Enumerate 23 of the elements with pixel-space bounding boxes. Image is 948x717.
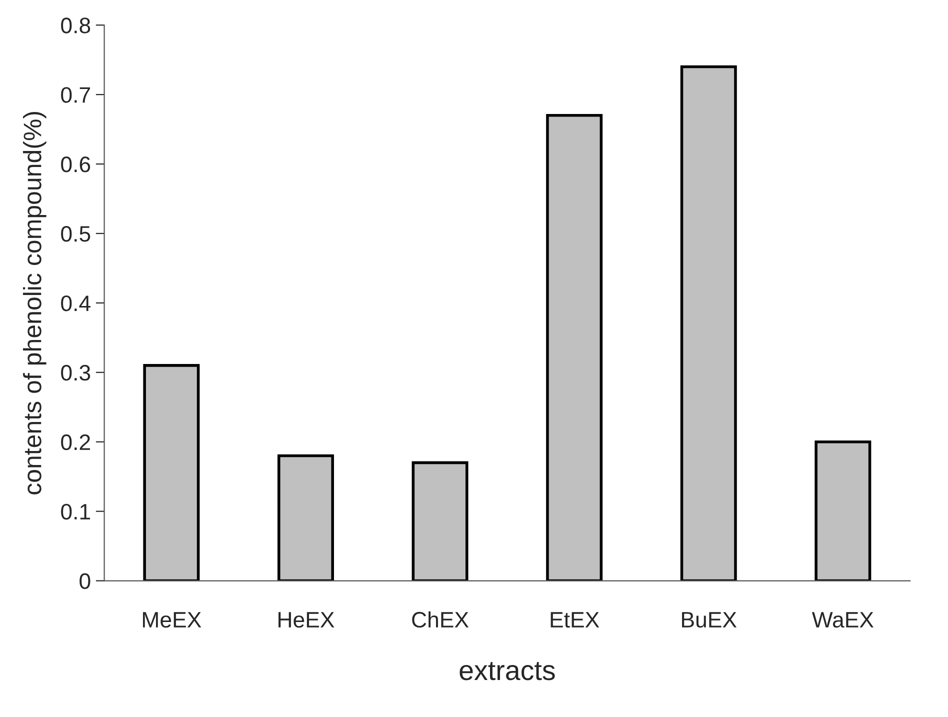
- bar: [546, 114, 603, 581]
- y-tick-label: 0.1: [61, 504, 90, 520]
- bar: [814, 440, 872, 581]
- y-tick-label: 0.3: [61, 364, 90, 381]
- y-tick-label: 0.4: [61, 295, 90, 312]
- y-tick-label: 0: [80, 573, 90, 590]
- x-tick-label: MeEX: [142, 612, 202, 628]
- bar: [277, 454, 334, 581]
- bar: [412, 461, 468, 581]
- y-tick-label: 0.7: [61, 87, 90, 103]
- x-tick-label: HeEX: [278, 612, 334, 628]
- x-tick-label: BuEX: [682, 612, 737, 628]
- x-tick-label: EtEX: [550, 612, 600, 628]
- y-tick-label: 0.5: [61, 226, 90, 242]
- y-tick-label: 0.2: [61, 434, 90, 450]
- x-axis-title: extracts: [460, 662, 555, 680]
- x-tick-label: WaEX: [812, 612, 874, 628]
- y-tick-label: 0.8: [61, 18, 90, 34]
- bar: [143, 364, 200, 581]
- y-axis-title: contents of phenolic compound(%): [23, 112, 46, 494]
- y-tick-label: 0.6: [61, 156, 90, 172]
- x-tick-label: ChEX: [412, 611, 469, 628]
- bar: [680, 65, 737, 581]
